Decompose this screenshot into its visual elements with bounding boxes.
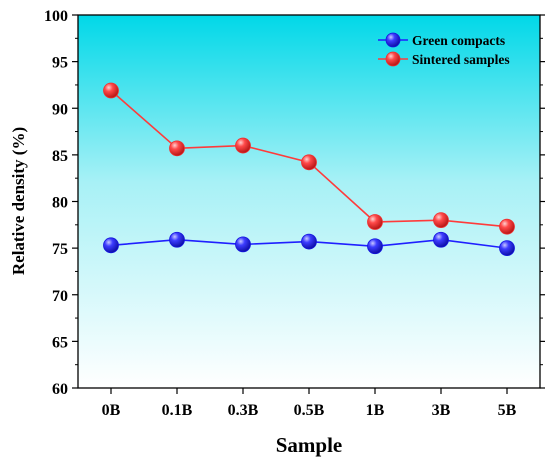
x-tick-label: 0.5B <box>294 402 325 419</box>
y-tick-label: 80 <box>52 195 68 212</box>
plot-background <box>78 15 540 388</box>
data-point <box>235 236 251 253</box>
x-tick-label: 5B <box>498 402 517 419</box>
data-point <box>301 233 317 250</box>
data-point <box>235 137 251 154</box>
y-tick-label: 75 <box>52 241 68 258</box>
data-point <box>301 154 317 171</box>
data-point <box>169 140 185 157</box>
data-point <box>103 82 119 99</box>
data-point <box>367 214 383 230</box>
x-axis-label: Sample <box>276 433 343 457</box>
series-layer <box>103 82 515 257</box>
data-point <box>103 237 119 254</box>
x-tick-label: 0B <box>102 402 121 419</box>
data-point <box>499 218 515 235</box>
y-tick-label: 95 <box>52 55 68 72</box>
y-tick-label: 65 <box>52 334 68 351</box>
y-tick-label: 60 <box>52 381 68 398</box>
y-axis-label: Relative density (%) <box>9 127 28 275</box>
y-tick-label: 100 <box>44 8 68 25</box>
x-tick-label: 3B <box>432 402 451 419</box>
data-point <box>433 231 449 248</box>
x-tick-label: 0.3B <box>228 402 259 419</box>
y-tick-label: 70 <box>52 288 68 305</box>
legend: Green compacts Sintered samples <box>378 32 510 67</box>
legend-label: Sintered samples <box>412 52 510 67</box>
legend-marker <box>385 32 401 48</box>
data-point <box>169 231 185 248</box>
legend-marker <box>385 51 401 67</box>
data-point <box>367 238 383 255</box>
y-tick-label: 90 <box>52 101 68 118</box>
y-tick-label: 85 <box>52 148 68 165</box>
x-tick-label: 0.1B <box>162 402 193 419</box>
data-point <box>433 212 449 229</box>
plot-frame <box>77 14 541 389</box>
legend-label: Green compacts <box>412 33 505 48</box>
axes: 60 65 70 75 80 85 90 95 100 0B 0.1B 0.3B 0.5B 1B 3B 5B <box>44 8 545 419</box>
x-tick-label: 1B <box>366 402 385 419</box>
data-point <box>499 240 515 257</box>
